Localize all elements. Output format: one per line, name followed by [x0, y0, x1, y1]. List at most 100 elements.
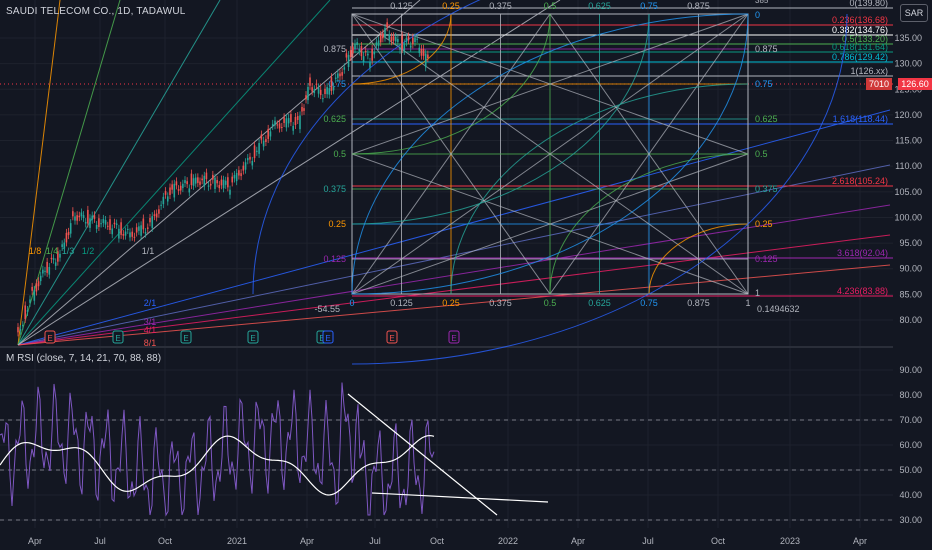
candle-body: [84, 222, 87, 224]
candle-body: [87, 209, 89, 224]
last-price-tag: 126.60: [898, 78, 932, 90]
candle-body: [384, 27, 386, 38]
candle-body: [214, 177, 216, 189]
candle-body: [126, 228, 129, 230]
candle-body: [188, 188, 191, 193]
gann-top-label: 0.5: [544, 1, 557, 11]
gann-box-diagonal: [351, 13, 749, 295]
candle-body: [89, 218, 91, 228]
candle-body: [356, 42, 358, 45]
gann-top-label: 0.75: [640, 1, 658, 11]
candle-body: [164, 191, 167, 195]
rsi-pane: [0, 382, 893, 521]
candle-body: [131, 231, 134, 237]
candle-body: [324, 88, 326, 95]
candle-body: [274, 120, 276, 126]
fan-line: [17, 164, 891, 346]
candle-body: [418, 47, 421, 53]
candle-body: [144, 232, 147, 234]
candle-body: [118, 228, 120, 239]
candle-body: [153, 214, 156, 217]
candle-body: [405, 37, 408, 43]
price-axis-label: 95.00: [899, 238, 922, 248]
time-axis-label: Apr: [571, 536, 585, 546]
candle-body: [358, 48, 361, 52]
candle-body: [319, 89, 322, 96]
symbol-title[interactable]: SAUDI TELECOM CO., 1D, TADAWUL: [6, 6, 186, 17]
gann-arc: [252, 0, 481, 295]
candle-body: [142, 218, 145, 230]
candle-body: [39, 275, 42, 282]
gann-bottom-label: 0: [349, 298, 354, 308]
gann-value-label: 0.1494632: [757, 304, 800, 314]
candle-body: [281, 126, 283, 128]
candle-body: [242, 165, 245, 171]
gann-box-diagonal: [351, 153, 749, 295]
time-axis-label: 2022: [498, 536, 518, 546]
earnings-marker-label: E: [250, 334, 255, 343]
fib-level-label: 1(126.xx): [850, 66, 888, 76]
gann-box[interactable]: 0.125 0.25 0.375 0.5 0.625 0.75 0.875 0 0.125 0.2…: [252, 0, 848, 365]
rsi-axis-label: 90.00: [899, 365, 922, 375]
time-axis-label: Jul: [369, 536, 381, 546]
candle-body: [138, 226, 140, 231]
gann-right-label: 0.125: [755, 254, 778, 264]
rsi-axis-label: 60.00: [899, 440, 922, 450]
candle-body: [265, 139, 267, 142]
candle-body: [409, 45, 412, 48]
candle-body: [203, 175, 206, 187]
gann-right-label: 0.25: [755, 219, 773, 229]
candle-body: [269, 131, 272, 137]
axes: 135.00130.00125.00120.00115.00110.00105.…: [28, 0, 932, 550]
candle-body: [106, 225, 109, 227]
candle-body: [394, 36, 397, 42]
candle-body: [349, 50, 352, 57]
candle-body: [26, 310, 29, 313]
candle-body: [184, 180, 186, 184]
currency-button[interactable]: SAR: [900, 4, 928, 22]
rsi-indicator-title[interactable]: M RSI (close, 7, 14, 21, 70, 88, 88): [6, 353, 162, 364]
earnings-marker: [386, 330, 398, 344]
candle-body: [50, 257, 53, 260]
candle-body: [231, 176, 234, 183]
gann-left-label: 0.125: [323, 254, 346, 264]
fan-line: [17, 0, 331, 346]
candle-body: [74, 216, 76, 221]
candle-body: [69, 223, 72, 234]
gann-bottom-label: 0.375: [489, 298, 512, 308]
candle-body: [120, 222, 122, 235]
candle-body: [392, 36, 395, 41]
time-axis-label: 2023: [780, 536, 800, 546]
fan-ratio-label: 4/1: [144, 325, 157, 335]
gann-arc: [351, 13, 749, 295]
candle-body: [155, 213, 158, 218]
candle-body: [42, 269, 44, 274]
candle-body: [46, 261, 48, 273]
candle-body: [262, 140, 265, 147]
candle-body: [296, 116, 299, 120]
candle-body: [102, 218, 105, 224]
candle-body: [17, 327, 19, 333]
candle-body: [401, 35, 403, 50]
candle-body: [205, 172, 208, 180]
candle-body: [149, 217, 151, 223]
candle-body: [343, 67, 346, 70]
price-axis-label: 130.00: [894, 59, 922, 69]
time-axis-label: Oct: [430, 536, 445, 546]
candle-body: [347, 55, 350, 68]
candle-body: [292, 125, 294, 131]
gann-right-label: 0.375: [755, 184, 778, 194]
candle-body: [271, 123, 274, 127]
candle-body: [227, 177, 229, 188]
candle-body: [67, 231, 70, 236]
fib-level-label: 1.618(118.44): [833, 114, 888, 124]
candle-body: [212, 174, 214, 180]
candle-body: [166, 196, 169, 202]
candle-body: [397, 39, 399, 43]
candle-body: [162, 196, 165, 205]
gann-value-label: -54.55: [314, 304, 340, 314]
candle-body: [341, 72, 343, 76]
grid: [0, 0, 932, 528]
